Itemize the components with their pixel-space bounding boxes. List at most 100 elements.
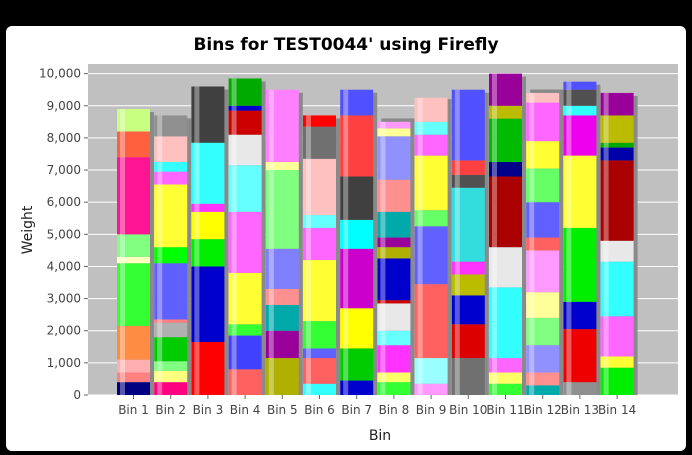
bar-segment: [414, 155, 448, 211]
bar-segment: [414, 97, 448, 122]
bar-segment: [563, 89, 597, 106]
bar-segment: [526, 168, 560, 203]
bar-segment: [563, 227, 597, 302]
bar-segment: [563, 301, 597, 330]
bar-segment: [489, 287, 522, 359]
bar-segment: [414, 210, 448, 227]
bar-segment: [451, 324, 485, 359]
bar-segment: [303, 158, 336, 216]
bar-segment: [414, 226, 448, 285]
bar-segment: [451, 160, 485, 175]
bar-highlight: [343, 89, 349, 395]
bar-segment: [377, 237, 411, 248]
bar-segment: [600, 115, 634, 143]
bar-segment: [154, 136, 188, 163]
bar-segment: [451, 174, 485, 188]
x-tick-label: Bin 7: [341, 403, 372, 417]
x-tick-label: Bin 12: [524, 403, 562, 417]
y-tick-label: 10,000: [39, 67, 81, 81]
bar: [377, 118, 415, 395]
y-tick-label: 0: [73, 388, 81, 402]
bar-segment: [265, 305, 299, 331]
bar-segment: [265, 248, 299, 289]
bar: [117, 108, 154, 395]
bar-segment: [489, 105, 522, 119]
bar-segment: [154, 361, 188, 371]
bar-highlight: [566, 81, 572, 396]
bar-segment: [451, 358, 485, 395]
bar-segment: [563, 115, 597, 156]
bar-segment: [228, 134, 262, 166]
bar-segment: [265, 162, 299, 171]
bar-segment: [117, 325, 150, 360]
bar-highlight: [603, 92, 609, 395]
bar-segment: [303, 126, 336, 159]
bar-segment: [228, 105, 262, 111]
bar-segment: [303, 115, 336, 127]
bar-segment: [377, 372, 411, 383]
bar-segment: [191, 86, 225, 143]
y-axis-ticks: 0 1,000 2,000 3,000 4,000 5,000 6,000 7,000 8,00…: [39, 67, 88, 402]
bar-segment: [414, 121, 448, 135]
bar-segment: [451, 274, 485, 296]
bar-segment: [154, 263, 188, 320]
x-axis-ticks: Bin 1 Bin 2 Bin 3 Bin 4 Bin 5 Bin 6 Bin 7 Bin 8…: [118, 395, 636, 417]
bar-segment: [377, 330, 411, 346]
bar-segment: [303, 383, 336, 395]
bar-highlight: [120, 108, 125, 395]
bar-segment: [154, 322, 188, 338]
bar-segment: [154, 162, 188, 172]
bar-segment: [228, 78, 262, 106]
bar-highlight: [454, 89, 460, 395]
bar-segment: [377, 121, 411, 129]
y-tick-label: 7,000: [47, 163, 81, 177]
bar-highlight: [231, 78, 237, 395]
bar-segment: [340, 348, 374, 381]
bar-segment: [303, 348, 336, 359]
bar-segment: [340, 176, 374, 220]
bar-segment: [377, 247, 411, 259]
y-axis-label: Weight: [20, 205, 36, 254]
bar-segment: [265, 288, 299, 306]
bar: [489, 73, 526, 395]
bar-segment: [303, 260, 336, 322]
bar-segment: [489, 247, 522, 288]
bar-highlight: [157, 115, 163, 395]
bar-segment: [154, 382, 188, 395]
x-tick-label: Bin 3: [193, 403, 224, 417]
bar-segment: [117, 108, 150, 132]
bar-segment: [377, 136, 411, 180]
bar-segment: [600, 147, 634, 161]
bar: [154, 115, 192, 395]
bar: [191, 86, 229, 395]
bar-segment: [117, 382, 150, 395]
bar-segment: [563, 329, 597, 383]
bar-segment: [191, 211, 225, 240]
bar-segment: [117, 157, 150, 235]
y-tick-label: 8,000: [47, 131, 81, 145]
bar-segment: [451, 261, 485, 275]
bar-segment: [600, 240, 634, 262]
bar-segment: [117, 131, 150, 158]
bar-highlight: [268, 89, 274, 395]
bar: [303, 115, 340, 395]
bar-segment: [414, 383, 448, 395]
bar-segment: [154, 115, 188, 137]
bar-segment: [340, 219, 374, 249]
bar-segment: [489, 176, 522, 248]
x-tick-label: Bin 6: [304, 403, 335, 417]
bar-segment: [340, 115, 374, 177]
x-tick-label: Bin 9: [416, 403, 447, 417]
bar: [265, 89, 303, 395]
bar-segment: [154, 370, 188, 383]
bar-segment: [340, 380, 374, 395]
bar-segment: [265, 358, 299, 395]
x-tick-label: Bin 14: [598, 403, 636, 417]
bar-segment: [377, 258, 411, 301]
x-tick-label: Bin 1: [118, 403, 149, 417]
bar-segment: [154, 337, 188, 362]
bar-segment: [117, 359, 150, 373]
bar: [414, 97, 452, 395]
bar-segment: [303, 215, 336, 228]
bar-segment: [526, 92, 560, 103]
